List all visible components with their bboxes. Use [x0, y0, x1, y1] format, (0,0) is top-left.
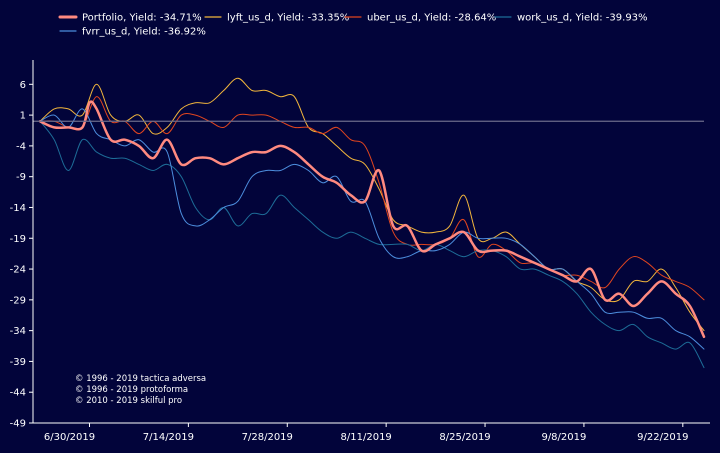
- y-tick-label: -39: [10, 357, 26, 368]
- y-tick-label: -14: [10, 203, 26, 214]
- copyright-notes: © 1996 - 2019 tactica adversa© 1996 - 20…: [75, 374, 206, 406]
- x-tick-label: 9/22/2019: [637, 432, 688, 443]
- y-tick-label: -9: [16, 172, 26, 183]
- legend: Portfolio, Yield: -34.71% lyft_us_d, Yiel…: [58, 13, 648, 38]
- x-tick-label: 8/25/2019: [439, 432, 490, 443]
- copyright-line: © 2010 - 2019 skilful pro: [75, 396, 182, 406]
- y-tick-label: -4: [16, 141, 26, 152]
- legend-label-lyft-us-d: lyft_us_d, Yield: -33.35%: [227, 13, 349, 24]
- series-line-lyft-us-d: [39, 77, 705, 332]
- x-tick-label: 6/30/2019: [44, 432, 95, 443]
- series-line-work-us-d: [39, 120, 705, 369]
- y-tick-label: -49: [10, 419, 26, 430]
- copyright-line: © 1996 - 2019 protoforma: [75, 385, 188, 395]
- x-tick-label: 8/11/2019: [341, 432, 392, 443]
- y-tick-label: -19: [10, 234, 26, 245]
- y-tick-label: -24: [10, 265, 26, 276]
- legend-label-work-us-d: work_us_d, Yield: -39.93%: [517, 13, 648, 24]
- y-tick-label: -44: [10, 388, 26, 399]
- legend-label-fvrr-us-d: fvrr_us_d, Yield: -36.92%: [82, 27, 206, 38]
- x-tick-label: 7/28/2019: [242, 432, 293, 443]
- y-tick-label: 1: [20, 111, 26, 122]
- y-tick-label: -29: [10, 295, 26, 306]
- x-tick-label: 9/8/2019: [541, 432, 586, 443]
- legend-label-portfolio: Portfolio, Yield: -34.71%: [82, 13, 202, 24]
- legend-label-uber-us-d: uber_us_d, Yield: -28.64%: [367, 13, 496, 24]
- series-line-fvrr-us-d: [39, 108, 705, 350]
- y-tick-label: -34: [10, 326, 26, 337]
- x-tick-label: 7/14/2019: [143, 432, 194, 443]
- copyright-line: © 1996 - 2019 tactica adversa: [75, 374, 206, 384]
- axes: 6 1 -4 -9 -14 -19 -24 -29 -34 -39 -44 -49 6/30/2019 7…: [10, 60, 710, 443]
- series-line-uber-us-d: [39, 96, 705, 301]
- y-tick-label: 6: [20, 80, 26, 91]
- series-line-portfolio: [38, 100, 706, 339]
